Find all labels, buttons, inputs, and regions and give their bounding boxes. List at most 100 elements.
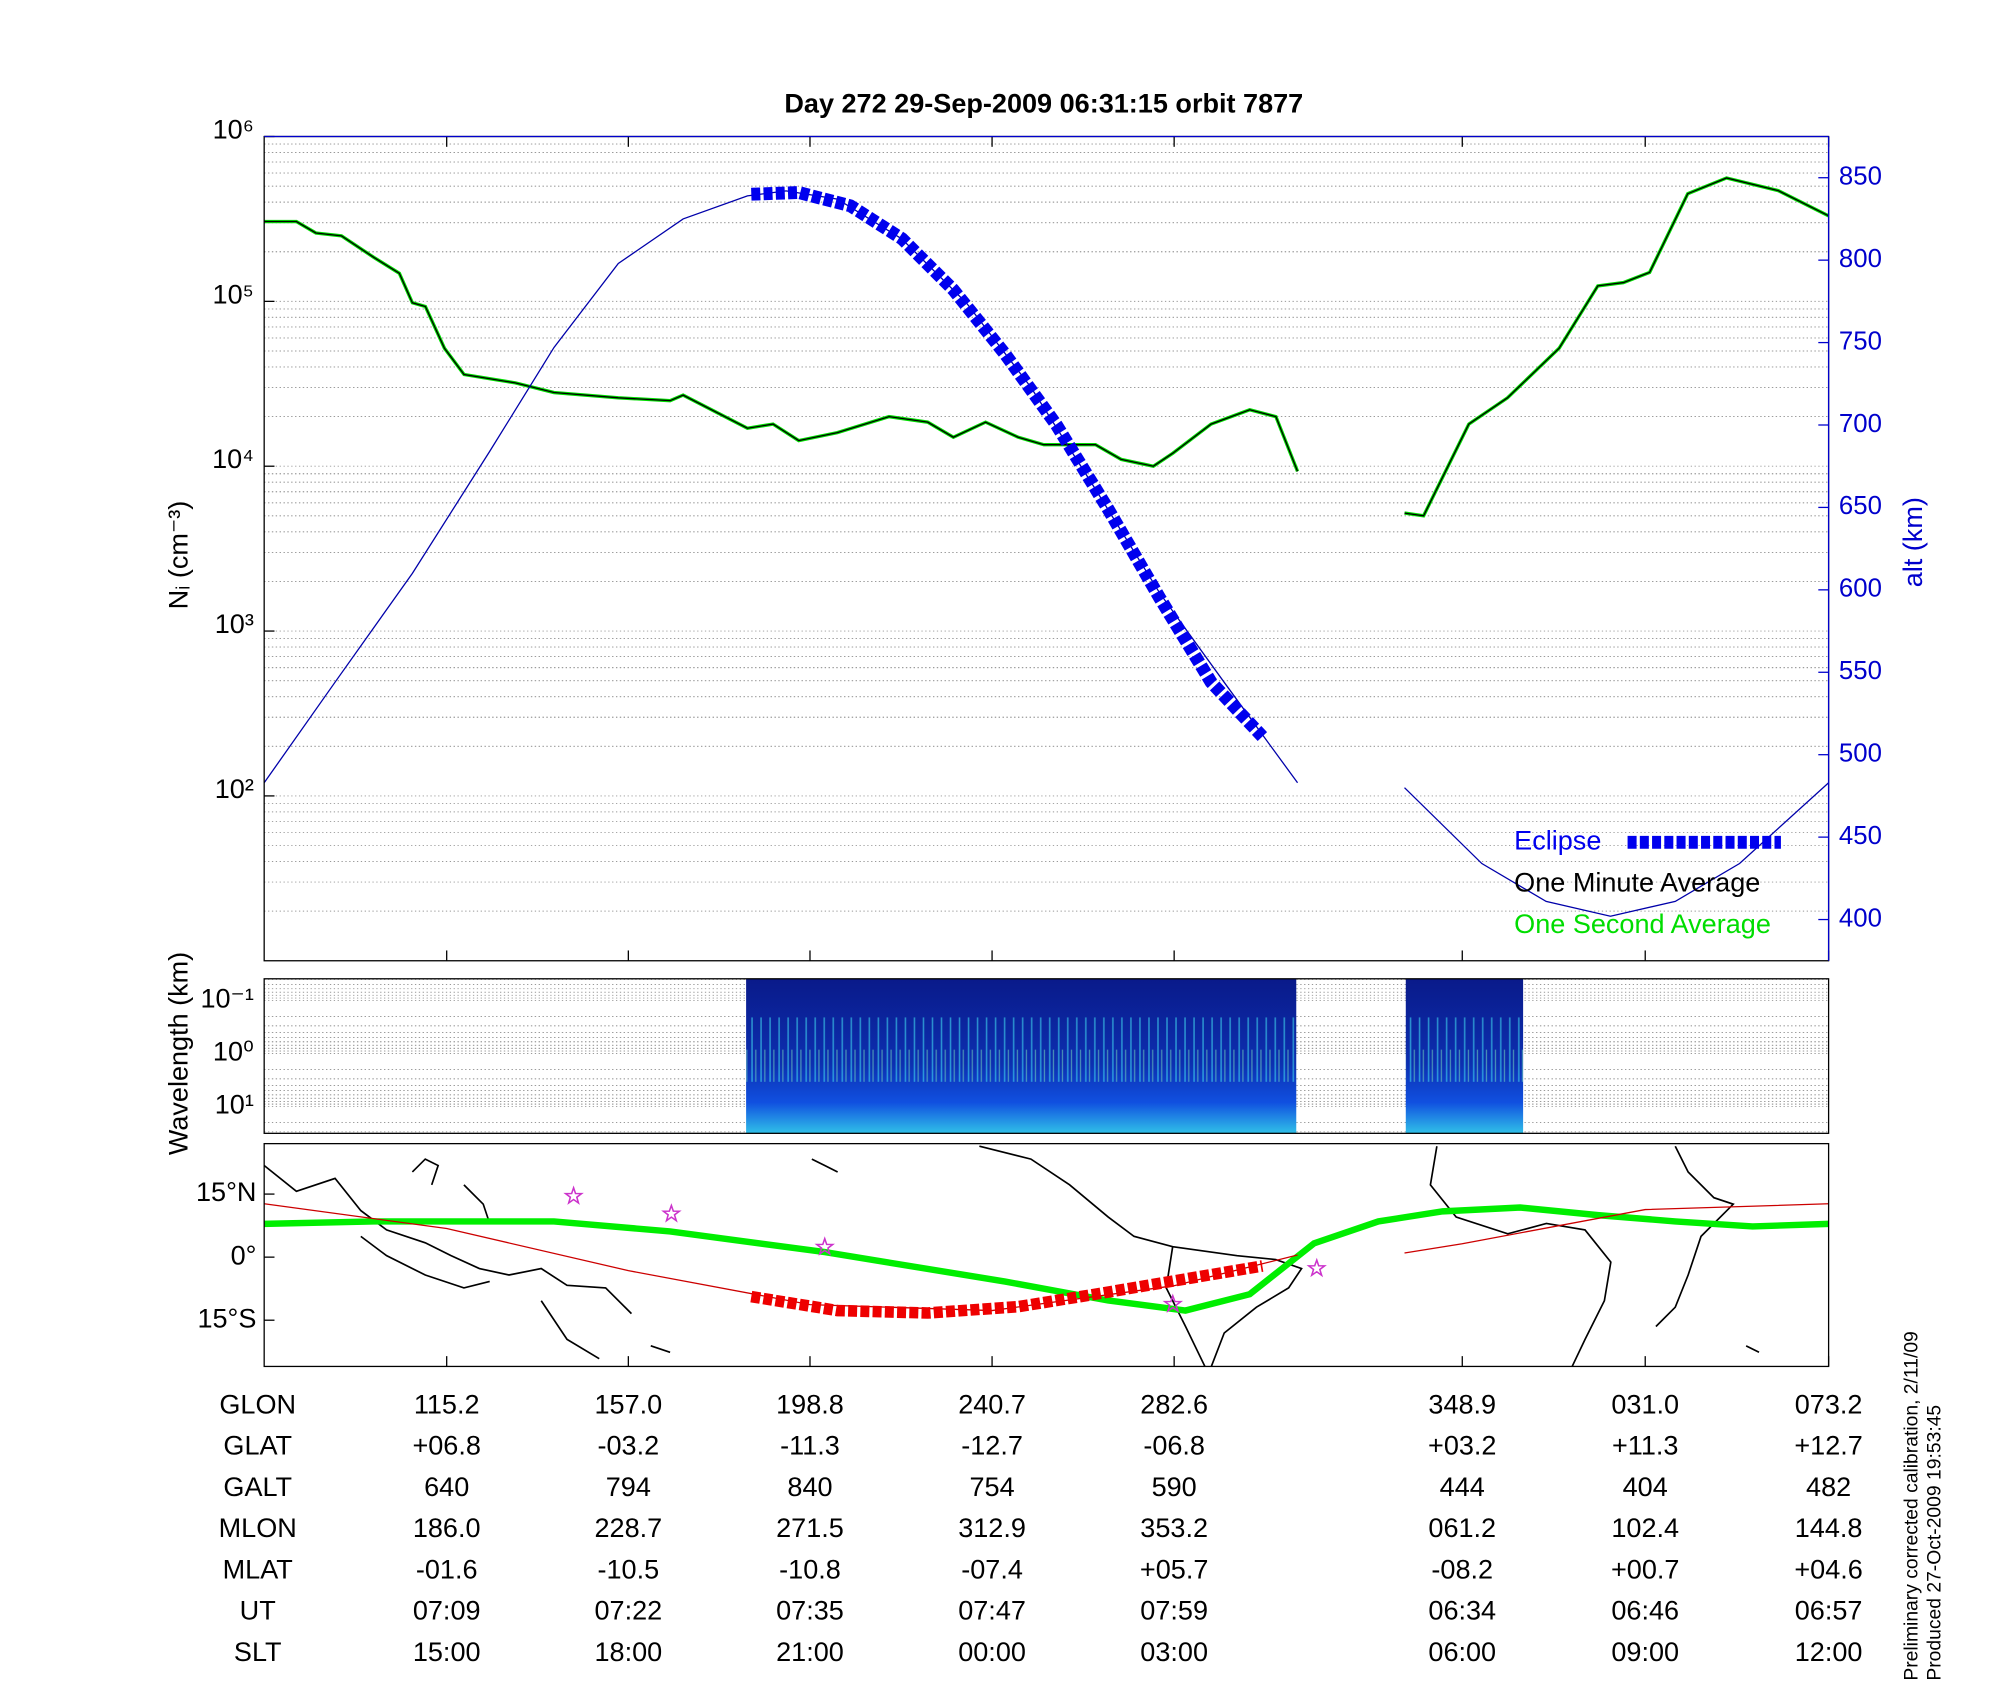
table-cell: +12.7 xyxy=(1794,1431,1862,1461)
y-tick-label: 15°N xyxy=(196,1177,256,1207)
legend-label: One Minute Average xyxy=(1514,867,1760,897)
table-cell: 07:59 xyxy=(1140,1596,1208,1626)
y2-tick-label: 450 xyxy=(1839,822,1882,850)
y2-tick-label: 600 xyxy=(1839,575,1882,603)
plot-frame xyxy=(263,1142,1830,1368)
legend-label: One Second Average xyxy=(1514,909,1771,939)
y-tick-label: 10⁻¹ xyxy=(200,984,253,1014)
map-marker xyxy=(661,1203,682,1223)
note: Produced 27-Oct-2009 19:53:45 xyxy=(1925,1405,1946,1681)
y2-tick-label: 800 xyxy=(1839,245,1882,273)
y-tick-label: 10⁶ xyxy=(213,115,254,145)
coastline xyxy=(1429,1145,1760,1367)
table-cell: 07:35 xyxy=(776,1596,844,1626)
table-cell: -11.3 xyxy=(780,1431,840,1461)
table-cell: 482 xyxy=(1806,1472,1851,1502)
table-cell: 12:00 xyxy=(1795,1637,1863,1667)
table-cell: 09:00 xyxy=(1611,1637,1679,1667)
table-cell: 00:00 xyxy=(958,1637,1026,1667)
table-cell: 754 xyxy=(969,1472,1014,1502)
chart-title: Day 272 29-Sep-2009 06:31:15 orbit 7877 xyxy=(784,89,1303,119)
coastlines xyxy=(263,1145,1760,1367)
y-tick-label: 0° xyxy=(231,1240,257,1270)
table-cell: 15:00 xyxy=(413,1637,481,1667)
table-cell: 404 xyxy=(1623,1472,1668,1502)
table-cell: 348.9 xyxy=(1428,1390,1496,1420)
y2-tick-label: 650 xyxy=(1839,492,1882,520)
table-cell: 102.4 xyxy=(1611,1513,1679,1543)
spectrogram-texture xyxy=(1405,978,1524,1134)
table-cell: 06:46 xyxy=(1611,1596,1679,1626)
table-cell: 157.0 xyxy=(594,1390,662,1420)
table-cell: 06:00 xyxy=(1428,1637,1496,1667)
density-line xyxy=(264,176,1830,518)
table-cell: -01.6 xyxy=(416,1554,478,1584)
table-cell: 07:22 xyxy=(594,1596,662,1626)
row-label: MLAT xyxy=(223,1554,293,1584)
table-cell: -10.5 xyxy=(598,1554,660,1584)
table-cell: 228.7 xyxy=(594,1513,662,1543)
y-tick-label: 10⁴ xyxy=(212,444,254,474)
row-label: GALT xyxy=(223,1472,292,1502)
density-line xyxy=(264,177,1829,517)
coastline xyxy=(360,1235,490,1289)
table-cell: 640 xyxy=(424,1472,469,1502)
y2-tick-label: 700 xyxy=(1839,410,1882,438)
table-cell: -03.2 xyxy=(598,1431,660,1461)
coastline xyxy=(411,1158,671,1360)
table-cell: -12.7 xyxy=(961,1431,1023,1461)
y2-tick-label: 750 xyxy=(1839,327,1882,355)
table-cell: -06.8 xyxy=(1143,1431,1205,1461)
table-cell: 07:09 xyxy=(413,1596,481,1626)
map-marker xyxy=(563,1185,584,1205)
table-cell: 353.2 xyxy=(1140,1513,1208,1543)
map-marker xyxy=(814,1236,835,1256)
map-track xyxy=(750,1260,1264,1319)
table-cell: 031.0 xyxy=(1611,1390,1679,1420)
table-cell: -07.4 xyxy=(961,1554,1023,1584)
map-track xyxy=(264,1203,1829,1312)
table-cell: 240.7 xyxy=(958,1390,1026,1420)
map-marker xyxy=(1306,1257,1327,1278)
table-cell: +03.2 xyxy=(1428,1431,1496,1461)
row-label: MLON xyxy=(219,1513,297,1543)
y-tick-label: 15°S xyxy=(197,1303,256,1333)
table-cell: 115.2 xyxy=(414,1390,480,1420)
map-track xyxy=(264,1204,1829,1314)
y-tick-label: 10⁰ xyxy=(213,1037,254,1067)
table-cell: 794 xyxy=(606,1472,651,1502)
y2-tick-label: 550 xyxy=(1839,657,1882,685)
table-cell: 03:00 xyxy=(1140,1637,1208,1667)
map-marker xyxy=(1162,1293,1184,1313)
table-cell: 073.2 xyxy=(1795,1390,1863,1420)
coastline xyxy=(811,1145,1303,1367)
table-cell: -10.8 xyxy=(779,1554,841,1584)
plot-frame xyxy=(263,978,1830,1134)
y2-axis-label: alt (km) xyxy=(1898,497,1928,587)
table-cell: 144.8 xyxy=(1795,1513,1863,1543)
table-cell: +04.6 xyxy=(1794,1554,1862,1584)
table-cell: 18:00 xyxy=(594,1637,662,1667)
y-tick-label: 10⁵ xyxy=(213,279,254,309)
y2-tick-label: 400 xyxy=(1839,904,1882,932)
table-cell: 444 xyxy=(1440,1472,1485,1502)
table-cell: 271.5 xyxy=(776,1513,844,1543)
y2-tick-label: 850 xyxy=(1839,163,1882,191)
y-axis-label: Wavelength (km) xyxy=(164,952,194,1155)
table-cell: +05.7 xyxy=(1140,1554,1208,1584)
table-cell: 312.9 xyxy=(958,1513,1026,1543)
table-cell: -08.2 xyxy=(1431,1554,1493,1584)
table-cell: 840 xyxy=(787,1472,832,1502)
altitude-line xyxy=(751,186,1268,741)
row-label: GLAT xyxy=(223,1431,292,1461)
altitude-line xyxy=(263,190,1830,917)
table-cell: 06:34 xyxy=(1428,1596,1496,1626)
y2-tick-label: 500 xyxy=(1839,740,1882,768)
y-tick-label: 10³ xyxy=(215,609,254,639)
coastline xyxy=(263,1164,633,1315)
table-cell: 061.2 xyxy=(1428,1513,1496,1543)
table-cell: 06:57 xyxy=(1795,1596,1863,1626)
table-cell: +11.3 xyxy=(1612,1431,1678,1461)
legend-label: Eclipse xyxy=(1514,825,1601,855)
